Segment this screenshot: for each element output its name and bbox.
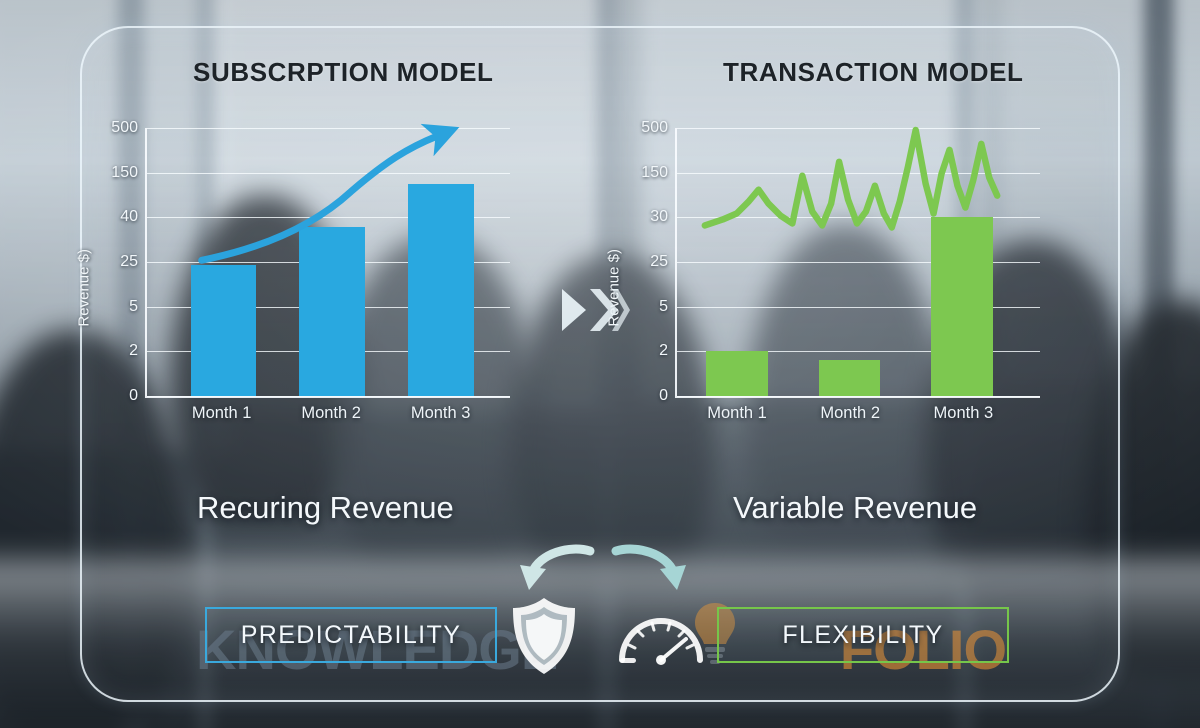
left-caption: Recuring Revenue	[197, 490, 454, 525]
x-label-month-1: Month 1	[707, 404, 767, 422]
bar-month-3	[408, 184, 474, 396]
y-tick-label: 2	[129, 342, 138, 360]
bar-month-1	[706, 351, 768, 396]
shield-icon	[513, 598, 575, 674]
right-bar-group	[677, 128, 1040, 396]
right-plot-area: 500 150 30 25 5 2 0	[641, 119, 1040, 404]
y-tick-label: 5	[129, 297, 138, 315]
curved-arrow-right-icon	[611, 544, 686, 590]
y-tick-label: 150	[641, 163, 668, 181]
x-label-month-2: Month 2	[820, 404, 880, 422]
x-label-month-1: Month 1	[191, 404, 252, 422]
y-tick-label: 25	[120, 253, 138, 270]
y-tick-label: 40	[120, 208, 138, 226]
badge-predictability-label: PREDICTABILITY	[240, 620, 462, 649]
gridline: 0	[659, 387, 1040, 404]
gridline: 5	[659, 298, 1040, 315]
x-label-month-3: Month 3	[933, 404, 994, 422]
y-tick-label: 25	[650, 253, 668, 270]
left-y-axis-title-text: Revenue $)	[75, 249, 93, 327]
y-tick-label: 0	[129, 387, 138, 404]
y-tick-label: 2	[659, 342, 668, 360]
bar-month-1	[190, 264, 256, 396]
badge-flexibility[interactable]: FLEXIBILITY	[717, 607, 1009, 663]
y-tick-label: 30	[650, 208, 668, 226]
x-label-month-3: Month 3	[410, 404, 471, 422]
right-caption: Variable Revenue	[733, 490, 978, 525]
gridline: 2	[659, 342, 1040, 359]
left-bar-group	[147, 128, 510, 396]
gauge-icon	[619, 618, 703, 665]
badge-predictability[interactable]: PREDICTABILITY	[205, 607, 497, 663]
gridline: 0	[129, 387, 510, 404]
lightbulb-icon	[695, 603, 735, 664]
curved-arrow-left-icon	[520, 544, 595, 590]
double-chevron-right-icon	[560, 283, 630, 337]
y-tick-label: 500	[111, 119, 138, 136]
right-x-axis-labels: Month 1 Month 2 Month 3	[675, 404, 1040, 428]
badge-flexibility-label: FLEXIBILITY	[782, 620, 944, 649]
bar-month-3	[931, 217, 993, 396]
transaction-chart: Revenue $) 500 150 30 25 5 2 0	[606, 118, 1040, 448]
left-plot-area: 500 150 40 25 5 2 0	[111, 119, 510, 404]
left-y-axis-title: Revenue $)	[76, 249, 93, 361]
y-tick-label: 5	[659, 297, 668, 315]
center-icon-cluster	[498, 543, 735, 674]
gridline: 25	[650, 253, 1040, 270]
left-model-title: SUBSCRPTION MODEL	[193, 57, 494, 87]
subscription-chart: Revenue $) 500 150 40 25 5 2 0	[76, 118, 510, 448]
x-label-month-2: Month 2	[301, 404, 361, 422]
y-tick-label: 150	[111, 163, 138, 181]
bar-month-2	[299, 227, 365, 396]
y-tick-label: 500	[641, 119, 668, 136]
bar-month-2	[818, 359, 881, 396]
gridline: 500	[111, 119, 510, 136]
y-tick-label: 0	[659, 387, 668, 404]
right-model-title: TRANSACTION MODEL	[723, 57, 1024, 87]
left-x-axis-labels: Month 1 Month 2 Month 3	[145, 404, 510, 428]
